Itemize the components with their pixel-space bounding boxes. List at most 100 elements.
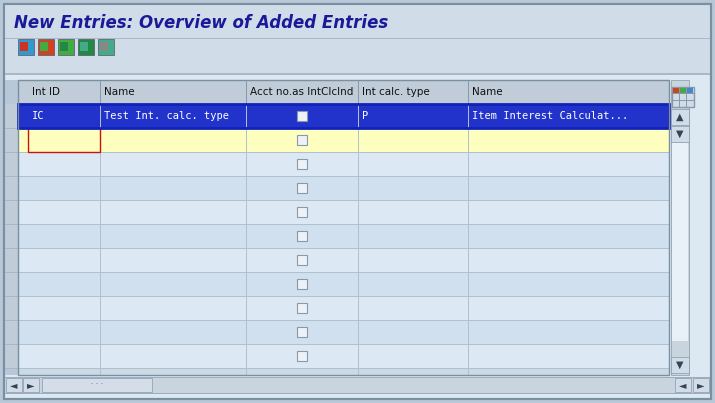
Text: Name: Name	[104, 87, 134, 97]
Bar	[671, 357, 689, 373]
Bar	[468, 104, 469, 128]
Bar	[18, 224, 669, 248]
Bar	[672, 93, 694, 94]
Bar	[358, 248, 359, 272]
Bar	[100, 344, 101, 368]
Bar	[6, 378, 22, 392]
Bar	[297, 327, 307, 337]
Bar	[671, 80, 689, 375]
Bar	[687, 88, 693, 93]
Text: ◄: ◄	[679, 380, 686, 390]
Bar	[40, 42, 48, 51]
Bar	[38, 39, 54, 55]
Bar	[100, 320, 101, 344]
Bar	[4, 224, 18, 225]
Bar	[4, 128, 18, 129]
Bar	[4, 272, 18, 273]
Bar	[297, 135, 307, 145]
Bar	[4, 344, 18, 345]
Bar	[100, 42, 108, 51]
Bar	[4, 377, 711, 393]
Bar	[18, 344, 669, 345]
Bar	[246, 176, 247, 200]
Text: ·: ·	[90, 378, 94, 391]
Bar	[18, 128, 669, 129]
Bar	[246, 320, 247, 344]
Bar	[671, 126, 689, 142]
Text: ►: ►	[697, 380, 705, 390]
Bar	[18, 104, 669, 128]
Bar	[4, 104, 18, 128]
Bar	[680, 88, 686, 93]
Bar	[98, 39, 114, 55]
Bar	[4, 176, 18, 177]
Bar	[358, 80, 359, 104]
Bar	[23, 378, 39, 392]
Bar	[18, 272, 669, 273]
Bar	[246, 296, 247, 320]
Bar	[4, 176, 18, 200]
Bar	[18, 152, 669, 153]
Bar	[18, 200, 669, 201]
Bar	[468, 200, 469, 224]
Bar	[4, 73, 711, 75]
Bar	[358, 200, 359, 224]
Bar	[468, 296, 469, 320]
Text: ◄: ◄	[10, 380, 18, 390]
Bar	[78, 39, 94, 55]
Text: ►: ►	[27, 380, 35, 390]
Bar	[18, 128, 669, 152]
Text: IC: IC	[32, 111, 44, 121]
Bar	[18, 200, 669, 224]
Bar	[18, 272, 669, 296]
Bar	[358, 296, 359, 320]
Bar	[297, 183, 307, 193]
Bar	[18, 248, 669, 249]
Bar	[18, 152, 669, 176]
Bar	[297, 255, 307, 265]
Bar	[679, 87, 680, 107]
Text: ▼: ▼	[676, 129, 684, 139]
Bar	[18, 104, 669, 128]
Bar	[358, 272, 359, 296]
Bar	[297, 303, 307, 313]
Bar	[297, 207, 307, 217]
Bar	[18, 224, 669, 225]
Bar	[246, 272, 247, 296]
Bar	[4, 248, 18, 249]
Bar	[297, 279, 307, 289]
Text: ·: ·	[95, 378, 99, 391]
Bar	[246, 128, 247, 152]
Bar	[20, 42, 28, 51]
Bar	[468, 248, 469, 272]
Bar	[297, 231, 307, 241]
Bar	[358, 128, 359, 152]
Bar	[358, 320, 359, 344]
Bar	[100, 152, 101, 176]
Bar	[100, 200, 101, 224]
Bar	[18, 344, 669, 368]
Bar	[297, 111, 307, 121]
Bar	[468, 272, 469, 296]
Bar	[468, 80, 469, 375]
Text: ·: ·	[100, 378, 104, 391]
Bar	[4, 248, 18, 272]
Bar	[468, 128, 469, 152]
Bar	[18, 104, 669, 105]
Bar	[58, 39, 74, 55]
Bar	[80, 42, 88, 51]
Text: Test Int. calc. type: Test Int. calc. type	[104, 111, 229, 121]
Bar	[246, 104, 247, 128]
Bar	[60, 42, 68, 51]
Bar	[4, 152, 18, 176]
Bar	[100, 272, 101, 296]
Bar	[18, 296, 669, 320]
Bar	[18, 368, 669, 369]
Text: P: P	[362, 111, 368, 121]
Bar	[468, 152, 469, 176]
Bar	[18, 296, 669, 297]
Bar	[297, 159, 307, 169]
Bar	[18, 248, 669, 272]
Bar	[673, 88, 679, 93]
Bar	[100, 104, 101, 128]
